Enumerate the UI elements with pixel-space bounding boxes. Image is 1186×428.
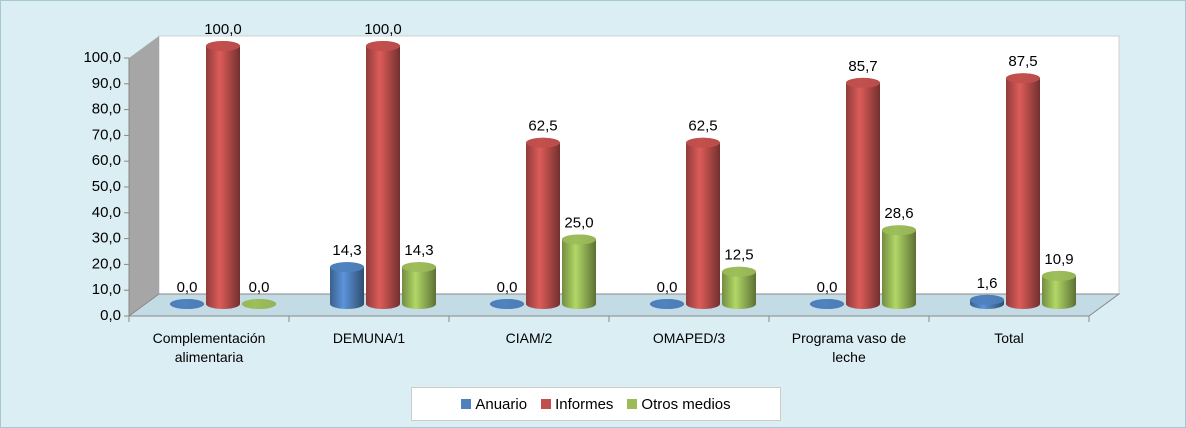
- data-label: 1,6: [977, 275, 998, 292]
- bar-top: [330, 262, 364, 273]
- bar-top: [490, 299, 524, 309]
- data-label: 62,5: [688, 118, 717, 135]
- bar-top: [970, 294, 1004, 305]
- bar: [722, 266, 756, 309]
- y-tick-label: 20,0: [92, 255, 121, 272]
- bar: [562, 234, 596, 309]
- x-tick-label: Total: [994, 330, 1024, 346]
- bar: [330, 262, 364, 309]
- y-tick-label: 90,0: [92, 75, 121, 92]
- y-tick-label: 10,0: [92, 281, 121, 298]
- bar-top: [562, 234, 596, 245]
- data-label: 0,0: [817, 279, 838, 296]
- data-label: 14,3: [332, 242, 361, 259]
- legend-item: Otros medios: [627, 395, 731, 413]
- data-label: 28,6: [884, 205, 913, 222]
- bar-top: [1042, 270, 1076, 281]
- legend-label: Informes: [555, 395, 614, 413]
- x-tick-label: CIAM/2: [505, 330, 553, 346]
- x-tick-label: Programa vaso de leche: [791, 330, 907, 365]
- data-label: 62,5: [528, 118, 557, 135]
- bar-top: [366, 41, 400, 51]
- data-label: 0,0: [657, 279, 678, 296]
- bar-top: [686, 137, 720, 148]
- y-tick-label: 70,0: [92, 126, 121, 143]
- back-wall: [158, 35, 1120, 295]
- data-label: 12,5: [724, 247, 753, 264]
- bar-top: [810, 299, 844, 309]
- data-label: 0,0: [249, 279, 270, 296]
- y-tick-label: 30,0: [92, 230, 121, 247]
- legend: Anuario Informes Otros medios: [411, 387, 781, 421]
- bar-top: [882, 225, 916, 236]
- data-label: 14,3: [404, 242, 433, 259]
- data-label: 85,7: [848, 58, 877, 75]
- bar-top: [206, 41, 240, 51]
- bar: [1042, 270, 1076, 309]
- data-label: 0,0: [497, 279, 518, 296]
- bar-top: [402, 262, 436, 273]
- bar: [882, 225, 916, 309]
- bar-top: [722, 266, 756, 277]
- data-label: 87,5: [1008, 53, 1037, 70]
- y-tick-label: 60,0: [92, 152, 121, 169]
- bar: [686, 137, 720, 309]
- bar: [1006, 73, 1040, 309]
- data-label: 100,0: [204, 21, 242, 38]
- data-label: 10,9: [1044, 251, 1073, 268]
- bar-top: [846, 77, 880, 88]
- data-label: 25,0: [564, 214, 593, 231]
- legend-swatch: [627, 399, 638, 409]
- x-tick-label: DEMUNA/1: [332, 330, 406, 346]
- y-tick-label: 40,0: [92, 204, 121, 221]
- bar: [366, 41, 400, 309]
- x-tick-label: Complementación alimentaria: [152, 330, 266, 365]
- bar-top: [1006, 73, 1040, 84]
- legend-item: Anuario: [461, 396, 527, 413]
- y-tick-label: 100,0: [83, 49, 121, 66]
- side-wall: [129, 36, 159, 316]
- legend-swatch: [461, 399, 472, 409]
- bar-top: [650, 299, 684, 309]
- x-tick-label: OMAPED/3: [652, 330, 726, 346]
- y-tick-label: 50,0: [92, 178, 121, 195]
- bar: [846, 77, 880, 309]
- bar: [402, 262, 436, 309]
- bar-top: [526, 137, 560, 148]
- legend-swatch: [541, 399, 552, 409]
- y-tick-label: 0,0: [100, 307, 121, 324]
- data-label: 100,0: [364, 21, 402, 38]
- y-tick-label: 80,0: [92, 101, 121, 118]
- legend-label: Otros medios: [641, 395, 731, 413]
- bar: [526, 137, 560, 309]
- bar-top: [170, 299, 204, 309]
- legend-item: Informes: [541, 396, 613, 413]
- bar: [206, 41, 240, 309]
- data-label: 0,0: [177, 279, 198, 296]
- legend-label: Anuario: [475, 395, 528, 413]
- bar-top: [242, 299, 276, 309]
